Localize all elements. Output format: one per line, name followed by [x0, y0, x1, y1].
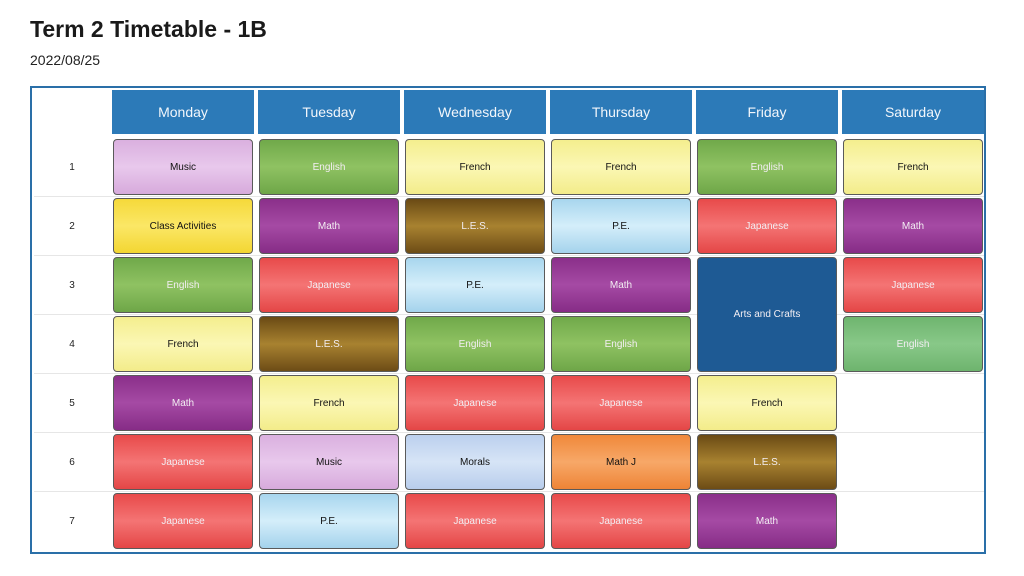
period-number: 4 — [69, 338, 75, 350]
lesson-cell: English — [843, 316, 983, 372]
lesson-cell: French — [843, 139, 983, 195]
row-divider — [34, 314, 984, 315]
lesson-cell: English — [259, 139, 399, 195]
lesson-cell: Japanese — [259, 257, 399, 313]
period-number: 1 — [69, 161, 75, 173]
lesson-cell: P.E. — [259, 493, 399, 549]
day-header-saturday: Saturday — [842, 90, 984, 134]
lesson-cell: French — [551, 139, 691, 195]
lesson-cell: French — [697, 375, 837, 431]
lesson-cell: Math — [843, 198, 983, 254]
lesson-cell: Japanese — [405, 375, 545, 431]
row-divider — [34, 432, 984, 433]
lesson-cell: Japanese — [113, 434, 253, 490]
page-title: Term 2 Timetable - 1B — [30, 16, 267, 42]
lesson-cell: Math — [259, 198, 399, 254]
lesson-cell: L.E.S. — [697, 434, 837, 490]
day-header-tuesday: Tuesday — [258, 90, 400, 134]
lesson-cell: P.E. — [551, 198, 691, 254]
lesson-cell: French — [113, 316, 253, 372]
lesson-cell: English — [113, 257, 253, 313]
lesson-cell: Japanese — [843, 257, 983, 313]
lesson-cell: Math — [697, 493, 837, 549]
lesson-cell: English — [405, 316, 545, 372]
day-header-thursday: Thursday — [550, 90, 692, 134]
lesson-cell: Math J — [551, 434, 691, 490]
lesson-cell: Japanese — [697, 198, 837, 254]
lesson-cell: Math — [113, 375, 253, 431]
day-header-friday: Friday — [696, 90, 838, 134]
lesson-cell: Japanese — [551, 493, 691, 549]
row-divider — [34, 255, 984, 256]
timetable-grid: Monday Tuesday Wednesday Thursday Friday… — [30, 86, 986, 554]
lesson-cell: Arts and Crafts — [697, 257, 837, 372]
day-header-wednesday: Wednesday — [404, 90, 546, 134]
lesson-cell: L.E.S. — [259, 316, 399, 372]
lesson-cell: Japanese — [551, 375, 691, 431]
lesson-cell: Morals — [405, 434, 545, 490]
lesson-cell: Music — [113, 139, 253, 195]
lesson-cell: Japanese — [405, 493, 545, 549]
lesson-cell: Japanese — [113, 493, 253, 549]
period-number: 5 — [69, 397, 75, 409]
lesson-cell: French — [259, 375, 399, 431]
day-header-monday: Monday — [112, 90, 254, 134]
period-number: 2 — [69, 220, 75, 232]
row-divider — [34, 373, 984, 374]
lesson-cell: English — [697, 139, 837, 195]
lesson-cell: Math — [551, 257, 691, 313]
period-number: 3 — [69, 279, 75, 291]
timetable-date: 2022/08/25 — [30, 52, 101, 68]
lesson-cell: L.E.S. — [405, 198, 545, 254]
lesson-cell: English — [551, 316, 691, 372]
lesson-cell: P.E. — [405, 257, 545, 313]
lesson-cell: Class Activities — [113, 198, 253, 254]
row-divider — [34, 196, 984, 197]
row-divider — [34, 491, 984, 492]
lesson-cell: French — [405, 139, 545, 195]
lesson-cell: Music — [259, 434, 399, 490]
period-number: 7 — [69, 515, 75, 527]
period-number: 6 — [69, 456, 75, 468]
